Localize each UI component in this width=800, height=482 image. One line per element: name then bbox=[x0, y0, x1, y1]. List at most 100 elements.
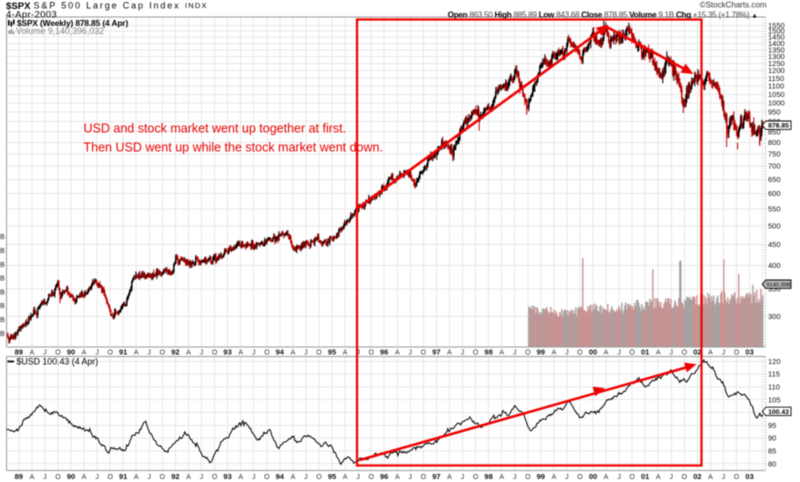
svg-text:J: J bbox=[148, 350, 152, 357]
svg-text:J: J bbox=[148, 474, 152, 481]
svg-text:1300: 1300 bbox=[768, 52, 785, 61]
svg-text:B: B bbox=[0, 234, 5, 241]
svg-text:O: O bbox=[212, 474, 218, 481]
svg-text:J: J bbox=[43, 350, 47, 357]
svg-text:O: O bbox=[107, 474, 113, 481]
svg-text:A: A bbox=[395, 350, 400, 357]
svg-text:94: 94 bbox=[276, 348, 285, 357]
svg-text:J: J bbox=[200, 350, 204, 357]
svg-text:O: O bbox=[264, 474, 270, 481]
svg-text:1400: 1400 bbox=[768, 39, 785, 48]
svg-text:©StockCharts.com: ©StockCharts.com bbox=[700, 1, 767, 10]
svg-text:O: O bbox=[316, 474, 322, 481]
svg-text:O: O bbox=[368, 474, 374, 481]
svg-text:750: 750 bbox=[768, 150, 781, 159]
svg-text:J: J bbox=[356, 474, 360, 481]
svg-text:A: A bbox=[447, 474, 452, 481]
svg-text:B: B bbox=[0, 303, 5, 310]
svg-text:A: A bbox=[186, 474, 191, 481]
svg-text:S&P 500 Large Cap Index: S&P 500 Large Cap Index bbox=[34, 1, 181, 11]
svg-text:A: A bbox=[708, 474, 713, 481]
svg-text:J: J bbox=[95, 350, 99, 357]
svg-text:00: 00 bbox=[589, 348, 597, 357]
svg-text:J: J bbox=[513, 474, 517, 481]
svg-text:89: 89 bbox=[15, 348, 23, 357]
svg-text:O: O bbox=[421, 350, 427, 357]
svg-text:A: A bbox=[82, 350, 87, 357]
svg-text:A: A bbox=[552, 474, 557, 481]
svg-text:98: 98 bbox=[484, 348, 492, 357]
svg-text:J: J bbox=[95, 474, 99, 481]
svg-text:92: 92 bbox=[171, 348, 179, 357]
svg-text:J: J bbox=[252, 350, 256, 357]
svg-text:A: A bbox=[499, 474, 504, 481]
svg-text:90: 90 bbox=[768, 434, 776, 443]
svg-text:O: O bbox=[734, 474, 740, 481]
svg-text:A: A bbox=[30, 474, 35, 481]
svg-text:115: 115 bbox=[768, 370, 780, 379]
svg-text:A: A bbox=[291, 474, 296, 481]
svg-text:1550: 1550 bbox=[768, 21, 785, 30]
svg-text:350: 350 bbox=[768, 285, 781, 294]
svg-text:J: J bbox=[670, 350, 674, 357]
svg-text:O: O bbox=[264, 350, 270, 357]
svg-text:J: J bbox=[722, 474, 726, 481]
svg-text:B: B bbox=[0, 331, 5, 338]
svg-text:O: O bbox=[55, 350, 61, 357]
svg-text:A: A bbox=[656, 474, 661, 481]
svg-text:400: 400 bbox=[768, 261, 781, 270]
svg-text:A: A bbox=[604, 350, 609, 357]
svg-text:99: 99 bbox=[537, 472, 545, 481]
svg-text:O: O bbox=[629, 350, 635, 357]
svg-text:85: 85 bbox=[768, 447, 776, 456]
svg-text:03: 03 bbox=[745, 348, 753, 357]
svg-text:9140.39B: 9140.39B bbox=[767, 283, 791, 289]
svg-text:94: 94 bbox=[276, 472, 285, 481]
svg-text:91: 91 bbox=[119, 348, 127, 357]
svg-text:01: 01 bbox=[641, 348, 649, 357]
svg-text:300: 300 bbox=[768, 312, 781, 321]
svg-text:02: 02 bbox=[693, 348, 701, 357]
svg-text:O: O bbox=[212, 350, 218, 357]
svg-text:90: 90 bbox=[67, 348, 75, 357]
svg-text:J: J bbox=[565, 350, 569, 357]
svg-text:93: 93 bbox=[223, 472, 231, 481]
svg-text:97: 97 bbox=[432, 348, 440, 357]
svg-text:J: J bbox=[722, 350, 726, 357]
svg-text:A: A bbox=[499, 350, 504, 357]
svg-text:97: 97 bbox=[432, 472, 440, 481]
svg-text:95: 95 bbox=[328, 348, 336, 357]
svg-text:A: A bbox=[134, 350, 139, 357]
svg-text:01: 01 bbox=[641, 472, 649, 481]
svg-text:B: B bbox=[0, 248, 5, 255]
svg-text:00: 00 bbox=[589, 472, 597, 481]
svg-text:1000: 1000 bbox=[768, 99, 785, 108]
svg-text:A: A bbox=[30, 350, 35, 357]
svg-text:91: 91 bbox=[119, 472, 127, 481]
svg-text:J: J bbox=[565, 474, 569, 481]
svg-text:105: 105 bbox=[768, 395, 781, 404]
svg-text:Then USD went up while the sto: Then USD went up while the stock market … bbox=[84, 141, 383, 155]
svg-text:O: O bbox=[160, 350, 166, 357]
svg-text:A: A bbox=[708, 350, 713, 357]
svg-text:90: 90 bbox=[67, 472, 75, 481]
svg-text:95: 95 bbox=[768, 421, 776, 430]
svg-text:O: O bbox=[525, 350, 531, 357]
svg-text:J: J bbox=[304, 350, 308, 357]
svg-text:100.43: 100.43 bbox=[768, 409, 789, 416]
svg-text:B: B bbox=[0, 262, 5, 269]
svg-text:USD and stock market went up t: USD and stock market went up together at… bbox=[84, 122, 347, 136]
svg-text:878.85: 878.85 bbox=[768, 123, 789, 130]
svg-text:O: O bbox=[577, 474, 583, 481]
svg-text:02: 02 bbox=[693, 472, 701, 481]
svg-text:93: 93 bbox=[223, 348, 231, 357]
svg-text:700: 700 bbox=[768, 162, 781, 171]
svg-text:O: O bbox=[55, 474, 61, 481]
svg-text:Volume 9,140,396,032: Volume 9,140,396,032 bbox=[16, 26, 104, 36]
svg-text:950: 950 bbox=[768, 108, 781, 117]
svg-text:J: J bbox=[43, 474, 47, 481]
svg-text:A: A bbox=[238, 474, 243, 481]
svg-text:INDX: INDX bbox=[185, 1, 208, 10]
svg-text:J: J bbox=[513, 350, 517, 357]
svg-text:J: J bbox=[252, 474, 256, 481]
